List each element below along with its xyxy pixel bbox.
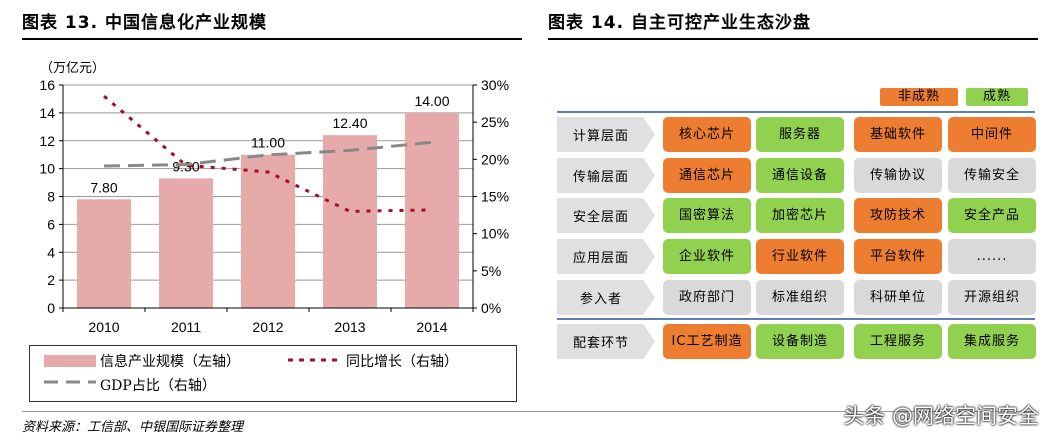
ecosystem-cell: 核心芯片 [663, 117, 751, 152]
legend-mature: 成熟 [966, 88, 1028, 106]
y-tick-label: 8 [47, 189, 55, 205]
legend-swatch-bar [44, 355, 96, 367]
row-label: 安全层面 [557, 198, 655, 233]
y-tick-label: 10 [39, 161, 55, 177]
y-tick-label: 2 [47, 272, 55, 288]
title-underline [548, 38, 1038, 40]
ecosystem-cell: 中间件 [948, 117, 1036, 152]
left-figure-title: 图表 13. 中国信息化产业规模 [22, 13, 267, 33]
ecosystem-cell: 政府部门 [663, 280, 751, 315]
ecosystem-cell: 标准组织 [756, 280, 844, 315]
ecosystem-cell: ...... [948, 239, 1036, 274]
ecosystem-cell: 设备制造 [756, 324, 844, 359]
ecosystem-cell: 平台软件 [854, 239, 942, 274]
right-figure-title: 图表 14. 自主可控产业生态沙盘 [548, 13, 811, 33]
bar-2010 [77, 199, 131, 308]
ecosystem-cell: 开源组织 [948, 280, 1036, 315]
ecosystem-cell: 安全产品 [948, 198, 1036, 233]
y2-tick-label: 30% [481, 77, 509, 93]
x-tick-label: 2010 [88, 319, 119, 335]
ecosystem-cell: 行业软件 [756, 239, 844, 274]
legend-label: GDP占比（右轴） [100, 378, 216, 394]
row-label: 计算层面 [557, 117, 655, 152]
ecosystem-cell: 通信芯片 [663, 158, 751, 193]
row-label: 应用层面 [557, 239, 655, 274]
y2-tick-label: 15% [481, 189, 509, 205]
bar-2013 [323, 135, 377, 308]
bar-2011 [159, 178, 213, 308]
divider [22, 411, 1032, 412]
ecosystem-cell: 传输协议 [854, 158, 942, 193]
x-tick-label: 2013 [334, 319, 365, 335]
ecosystem-cell: 企业软件 [663, 239, 751, 274]
bar-2012 [241, 154, 295, 308]
source-note: 资料来源：工信部、中银国际证券整理 [22, 420, 244, 435]
y-axis-unit-label: （万亿元） [40, 61, 105, 76]
data-label: 11.00 [251, 135, 285, 151]
y2-tick-label: 5% [481, 263, 501, 279]
x-tick-label: 2012 [252, 319, 283, 335]
data-label: 14.00 [414, 93, 449, 109]
y-tick-label: 14 [39, 105, 55, 121]
y-tick-label: 0 [47, 300, 55, 316]
data-label: 7.80 [90, 179, 117, 195]
y-tick-label: 12 [39, 133, 55, 149]
y-tick-label: 4 [47, 244, 55, 260]
legend-swatch-dotted [288, 358, 340, 362]
ecosystem-cell: 加密芯片 [756, 198, 844, 233]
watermark: 头条 @网络空间安全 [843, 404, 1039, 428]
ecosystem-cell: 基础软件 [854, 117, 942, 152]
y-tick-label: 6 [47, 216, 55, 232]
y2-tick-label: 25% [481, 114, 509, 130]
ecosystem-cell: 工程服务 [854, 324, 942, 359]
divider [557, 318, 1035, 320]
ecosystem-cell: 通信设备 [756, 158, 844, 193]
legend-label: 信息产业规模（左轴） [100, 354, 240, 370]
x-tick-label: 2011 [171, 319, 201, 335]
ecosystem-cell: 传输安全 [948, 158, 1036, 193]
y-tick-label: 16 [39, 77, 55, 93]
ecosystem-cell: 集成服务 [948, 324, 1036, 359]
legend-label: 同比增长（右轴） [346, 354, 458, 370]
bar-line-chart: （万亿元） 0 2 4 6 8 10 12 14 16 0% 5% 10% 15% 20% 25% 30% 7.8… [39, 61, 509, 335]
row-label: 配套环节 [557, 324, 655, 359]
row-label: 传输层面 [557, 158, 655, 193]
legend-swatch-dashed [44, 380, 96, 384]
legend-immature: 非成熟 [880, 88, 958, 106]
ecosystem-cell: 攻防技术 [854, 198, 942, 233]
y2-tick-label: 20% [481, 151, 509, 167]
ecosystem-cell: 服务器 [756, 117, 844, 152]
x-tick-label: 2014 [416, 319, 447, 335]
data-label: 12.40 [332, 115, 367, 131]
ecosystem-cell: 科研单位 [854, 280, 942, 315]
ecosystem-cell: IC工艺制造 [663, 324, 751, 359]
ecosystem-cell: 国密算法 [663, 198, 751, 233]
divider [557, 111, 1035, 113]
row-label: 参入者 [557, 280, 655, 315]
line-yoy-growth [103, 95, 433, 213]
y2-tick-label: 0% [481, 300, 501, 316]
chart-legend: 信息产业规模（左轴） 同比增长（右轴） GDP占比（右轴） [29, 345, 517, 402]
title-underline [22, 38, 522, 40]
y2-tick-label: 10% [481, 226, 509, 242]
line-gdp-share [103, 140, 433, 168]
data-label: 9.30 [172, 158, 199, 174]
